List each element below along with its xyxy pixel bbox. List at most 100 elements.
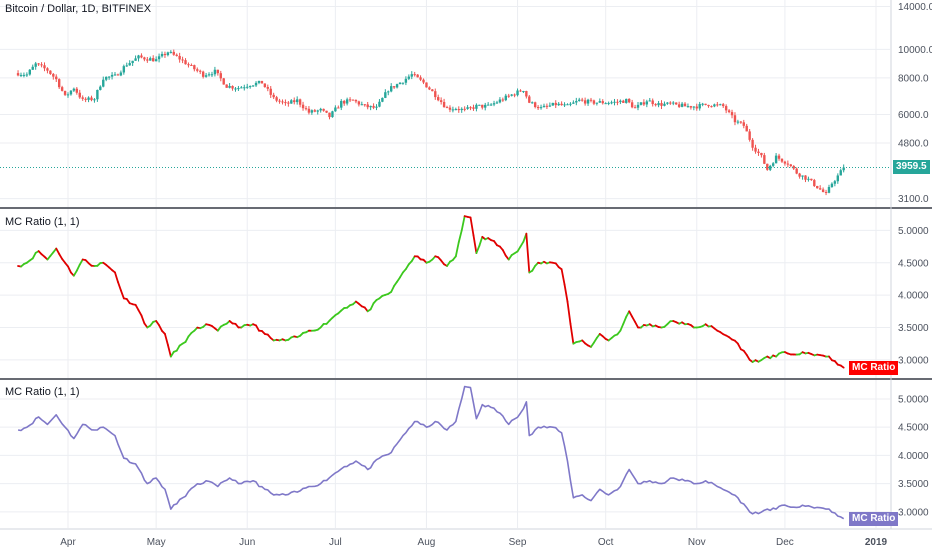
candle-body — [425, 82, 428, 88]
candle-body — [763, 155, 766, 164]
candle-body — [578, 99, 581, 101]
candle-body — [469, 107, 472, 109]
candle-body — [654, 104, 657, 106]
ratio1-segment — [369, 302, 375, 311]
candle-body — [683, 103, 687, 107]
candle-body — [269, 88, 272, 95]
candle-body — [243, 87, 246, 89]
x-tick-label: May — [147, 537, 166, 548]
ratio1-segment — [184, 335, 190, 343]
candle-body — [545, 105, 549, 107]
ratio1-segment — [619, 322, 625, 332]
candle-body — [251, 85, 255, 87]
candle-body — [801, 175, 804, 177]
ratio1-series-tag: MC Ratio — [849, 360, 899, 375]
candle-body — [692, 106, 696, 108]
ratio1-segment — [593, 336, 598, 344]
candle-body — [601, 101, 604, 104]
candle-body — [381, 97, 384, 102]
candle-body — [689, 106, 693, 108]
candle-body — [613, 101, 616, 103]
candle-body — [466, 107, 469, 109]
candle-body — [830, 183, 834, 187]
candle-body — [113, 74, 117, 76]
candle-body — [49, 70, 52, 74]
r2-y-tick-label: 3.0000 — [898, 507, 929, 518]
candle-body — [416, 74, 419, 78]
candle-body — [481, 104, 484, 108]
candle-body — [428, 87, 431, 90]
candle-body — [439, 100, 443, 102]
candle-body — [31, 66, 34, 70]
candle-body — [128, 63, 131, 66]
candle-body — [93, 99, 96, 101]
candle-body — [263, 83, 267, 88]
candle-body — [795, 168, 798, 174]
candle-body — [442, 101, 446, 108]
candle-body — [175, 54, 178, 56]
candle-body — [789, 164, 792, 166]
r1-y-tick-label: 3.5000 — [898, 323, 929, 334]
candle-body — [669, 102, 672, 104]
candle-body — [610, 102, 613, 104]
candle-body — [378, 101, 381, 107]
candle-body — [231, 86, 234, 89]
candle-body — [398, 82, 402, 85]
candle-body — [495, 102, 499, 104]
candle-body — [707, 104, 710, 107]
candle-body — [363, 104, 366, 106]
ratio1-segment — [164, 333, 169, 346]
candle-body — [533, 102, 537, 108]
candle-body — [536, 107, 540, 109]
candle-body — [519, 90, 522, 92]
candle-body — [222, 78, 225, 85]
candle-body — [566, 104, 569, 106]
candle-body — [563, 104, 566, 106]
candle-body — [434, 91, 437, 98]
candle-body — [357, 101, 361, 105]
ratio1-segment — [457, 229, 463, 244]
candle-body — [281, 101, 284, 103]
candle-body — [504, 95, 507, 101]
candle-body — [660, 103, 663, 106]
ratio1-segment — [460, 215, 466, 232]
candle-body — [16, 73, 20, 76]
candle-body — [560, 103, 563, 106]
candle-body — [325, 110, 328, 113]
r2-y-tick-label: 3.5000 — [898, 479, 929, 490]
candle-body — [695, 106, 698, 109]
candle-body — [201, 71, 205, 77]
candle-body — [190, 65, 193, 67]
candle-body — [598, 101, 602, 103]
candle-body — [107, 76, 111, 78]
candle-body — [777, 155, 781, 159]
candle-body — [181, 59, 184, 61]
candle-body — [328, 112, 331, 118]
candle-body — [228, 86, 231, 88]
candle-body — [630, 102, 634, 108]
ratio1-segment — [117, 281, 122, 292]
candle-body — [569, 103, 572, 105]
candle-body — [513, 94, 516, 96]
candle-body — [172, 51, 175, 55]
candle-body — [184, 60, 187, 65]
candle-body — [334, 107, 337, 112]
r2-y-tick-label: 5.0000 — [898, 394, 929, 405]
candle-body — [216, 69, 220, 74]
candle-body — [730, 112, 734, 116]
candle-body — [260, 80, 264, 84]
candle-body — [507, 95, 510, 97]
ratio1-segment — [67, 265, 72, 274]
candle-body — [710, 106, 713, 108]
candle-body — [486, 104, 490, 106]
r1-y-tick-label: 4.0000 — [898, 291, 929, 302]
ratio1-segment — [516, 245, 522, 253]
candle-body — [498, 99, 502, 103]
candle-body — [769, 165, 772, 170]
x-tick-label: Oct — [598, 537, 614, 548]
candle-body — [475, 104, 478, 109]
candle-body — [510, 94, 513, 96]
candle-body — [639, 102, 643, 105]
candle-body — [792, 166, 795, 169]
x-tick-label: Apr — [60, 537, 76, 548]
